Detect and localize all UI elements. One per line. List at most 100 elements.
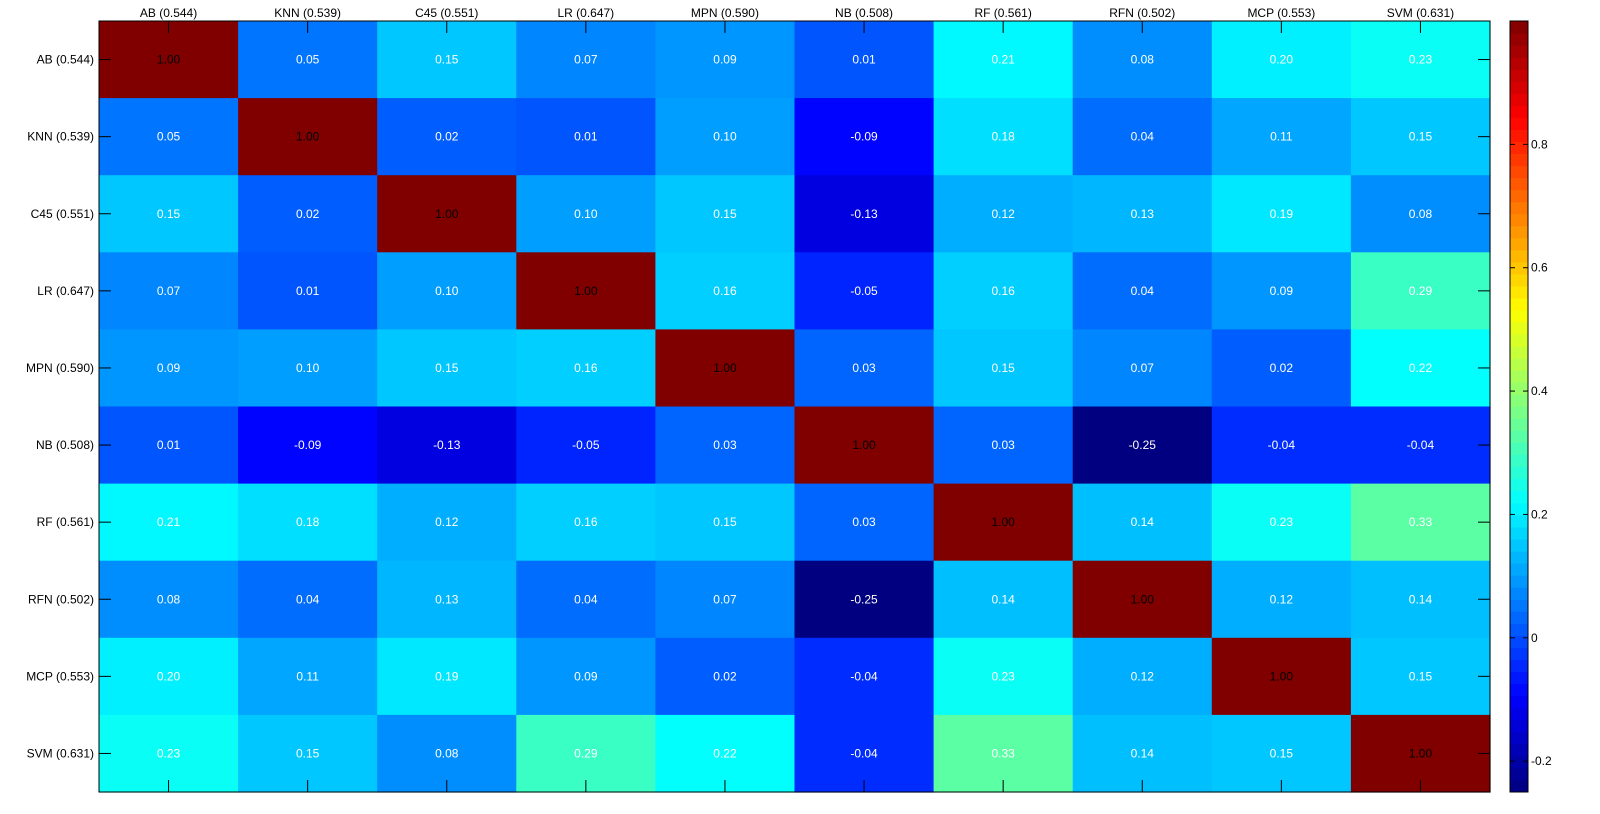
- cell-value-label: 0.23: [157, 746, 181, 760]
- cell-value-label: -0.04: [1407, 438, 1435, 452]
- cell-value-label: 0.08: [1131, 53, 1155, 67]
- heatmap-cells: [99, 21, 1491, 793]
- heatmap-cell: [794, 406, 935, 485]
- cell-value-label: 0.09: [157, 361, 181, 375]
- cell-value-label: 1.00: [157, 53, 181, 67]
- colorbar-swatch: [1510, 334, 1528, 347]
- cell-value-label: 0.15: [1270, 746, 1294, 760]
- cell-value-label: 0.02: [713, 669, 737, 683]
- heatmap-cell: [655, 252, 796, 330]
- colorbar-swatch: [1510, 731, 1528, 745]
- colorbar-swatch: [1510, 659, 1528, 673]
- heatmap-cell: [1350, 714, 1491, 793]
- colorbar-swatch: [1510, 45, 1528, 58]
- heatmap-cell: [516, 637, 656, 716]
- heatmap-cell: [238, 252, 378, 330]
- colorbar-swatch: [1510, 683, 1528, 697]
- heatmap-cell: [516, 98, 656, 176]
- colorbar-tick-label: -0.2: [1531, 754, 1552, 768]
- cell-value-label: 0.15: [1409, 130, 1433, 144]
- colorbar-swatch: [1510, 165, 1528, 179]
- colorbar-tick-label: 0.6: [1531, 261, 1548, 275]
- heatmap-cell: [933, 714, 1074, 793]
- heatmap-cell: [99, 714, 239, 793]
- cell-value-label: 0.10: [574, 207, 598, 221]
- y-tick-label: AB (0.544): [37, 53, 94, 67]
- colorbar-swatch: [1510, 743, 1528, 757]
- cell-value-label: 0.16: [574, 361, 598, 375]
- cell-value-label: 0.03: [852, 361, 876, 375]
- cell-value-label: 0.11: [296, 669, 319, 683]
- cell-value-label: 0.14: [991, 592, 1015, 606]
- colorbar-swatch: [1510, 273, 1528, 287]
- x-tick-label: C45 (0.551): [415, 6, 478, 20]
- heatmap-cell: [933, 175, 1074, 253]
- colorbar-swatch: [1510, 322, 1528, 335]
- colorbar-swatch: [1510, 575, 1528, 588]
- x-tick-label: LR (0.647): [557, 6, 614, 20]
- cell-value-label: 0.14: [1131, 746, 1155, 760]
- heatmap-cell: [794, 175, 935, 253]
- heatmap-cell: [655, 329, 796, 408]
- heatmap-cell: [516, 21, 656, 99]
- colorbar-swatch: [1510, 539, 1528, 552]
- colorbar-swatch: [1510, 430, 1528, 444]
- colorbar-swatch: [1510, 370, 1528, 383]
- cell-value-label: 0.08: [435, 746, 459, 760]
- heatmap-cell: [238, 329, 378, 408]
- heatmap-cell: [99, 483, 239, 562]
- colorbar-swatch: [1510, 442, 1528, 456]
- heatmap-cell: [377, 21, 517, 99]
- x-tick-label: RFN (0.502): [1109, 6, 1175, 20]
- heatmap-cell: [655, 21, 796, 99]
- cell-value-label: 0.22: [713, 746, 737, 760]
- colorbar-swatch: [1510, 81, 1528, 94]
- colorbar-swatch: [1510, 117, 1528, 130]
- heatmap-cell: [1350, 175, 1491, 253]
- colorbar-swatch: [1510, 213, 1528, 227]
- y-tick-label: NB (0.508): [36, 438, 94, 452]
- heatmap-cell: [238, 714, 378, 793]
- colorbar-swatch: [1510, 647, 1528, 660]
- colorbar-swatch: [1510, 153, 1528, 167]
- cell-value-label: 0.23: [1409, 53, 1433, 67]
- cell-value-label: 0.15: [435, 53, 459, 67]
- heatmap-cell: [1211, 714, 1352, 793]
- heatmap-cell: [794, 21, 935, 99]
- cell-value-label: 0.15: [296, 746, 320, 760]
- cell-value-label: 0.01: [852, 53, 876, 67]
- heatmap-cell: [1072, 175, 1213, 253]
- colorbar-swatch: [1510, 382, 1528, 395]
- colorbar: -0.2 0 0.2 0.4 0.6 0.8: [1509, 20, 1552, 793]
- cell-value-label: 0.05: [296, 53, 320, 67]
- heatmap-cell: [99, 98, 239, 176]
- heatmap-cell: [516, 329, 656, 408]
- colorbar-swatch: [1510, 551, 1528, 564]
- cell-value-label: 0.01: [157, 438, 181, 452]
- cell-value-label: 0.01: [296, 284, 320, 298]
- heatmap-cell: [1211, 252, 1352, 330]
- cell-value-label: -0.13: [433, 438, 461, 452]
- cell-value-label: 0.07: [713, 592, 737, 606]
- cell-value-label: 0.16: [991, 284, 1015, 298]
- cell-value-label: 0.29: [574, 746, 598, 760]
- cell-value-label: 0.03: [713, 438, 737, 452]
- cell-value-label: 0.15: [713, 515, 737, 529]
- heatmap-cell: [1211, 483, 1352, 562]
- colorbar-swatch: [1510, 623, 1528, 636]
- heatmap-cell: [99, 329, 239, 408]
- cell-value-label: 0.15: [157, 207, 181, 221]
- heatmap-value-labels: 1.00 0.05 0.15 0.07 0.09 0.01 0.21 0.08 0.20 0.23…: [157, 53, 1435, 761]
- heatmap-cell: [794, 483, 935, 562]
- heatmap-cell: [516, 252, 656, 330]
- cell-value-label: 0.23: [1270, 515, 1294, 529]
- cell-value-label: 0.21: [991, 53, 1015, 67]
- heatmap-cell: [516, 175, 656, 253]
- heatmap-cell: [1072, 252, 1213, 330]
- cell-value-label: 0.02: [435, 130, 459, 144]
- colorbar-swatch: [1510, 418, 1528, 432]
- cell-value-label: 0.18: [991, 130, 1015, 144]
- colorbar-swatch: [1510, 286, 1528, 299]
- cell-value-label: 0.09: [713, 53, 737, 67]
- cell-value-label: 0.04: [574, 592, 598, 606]
